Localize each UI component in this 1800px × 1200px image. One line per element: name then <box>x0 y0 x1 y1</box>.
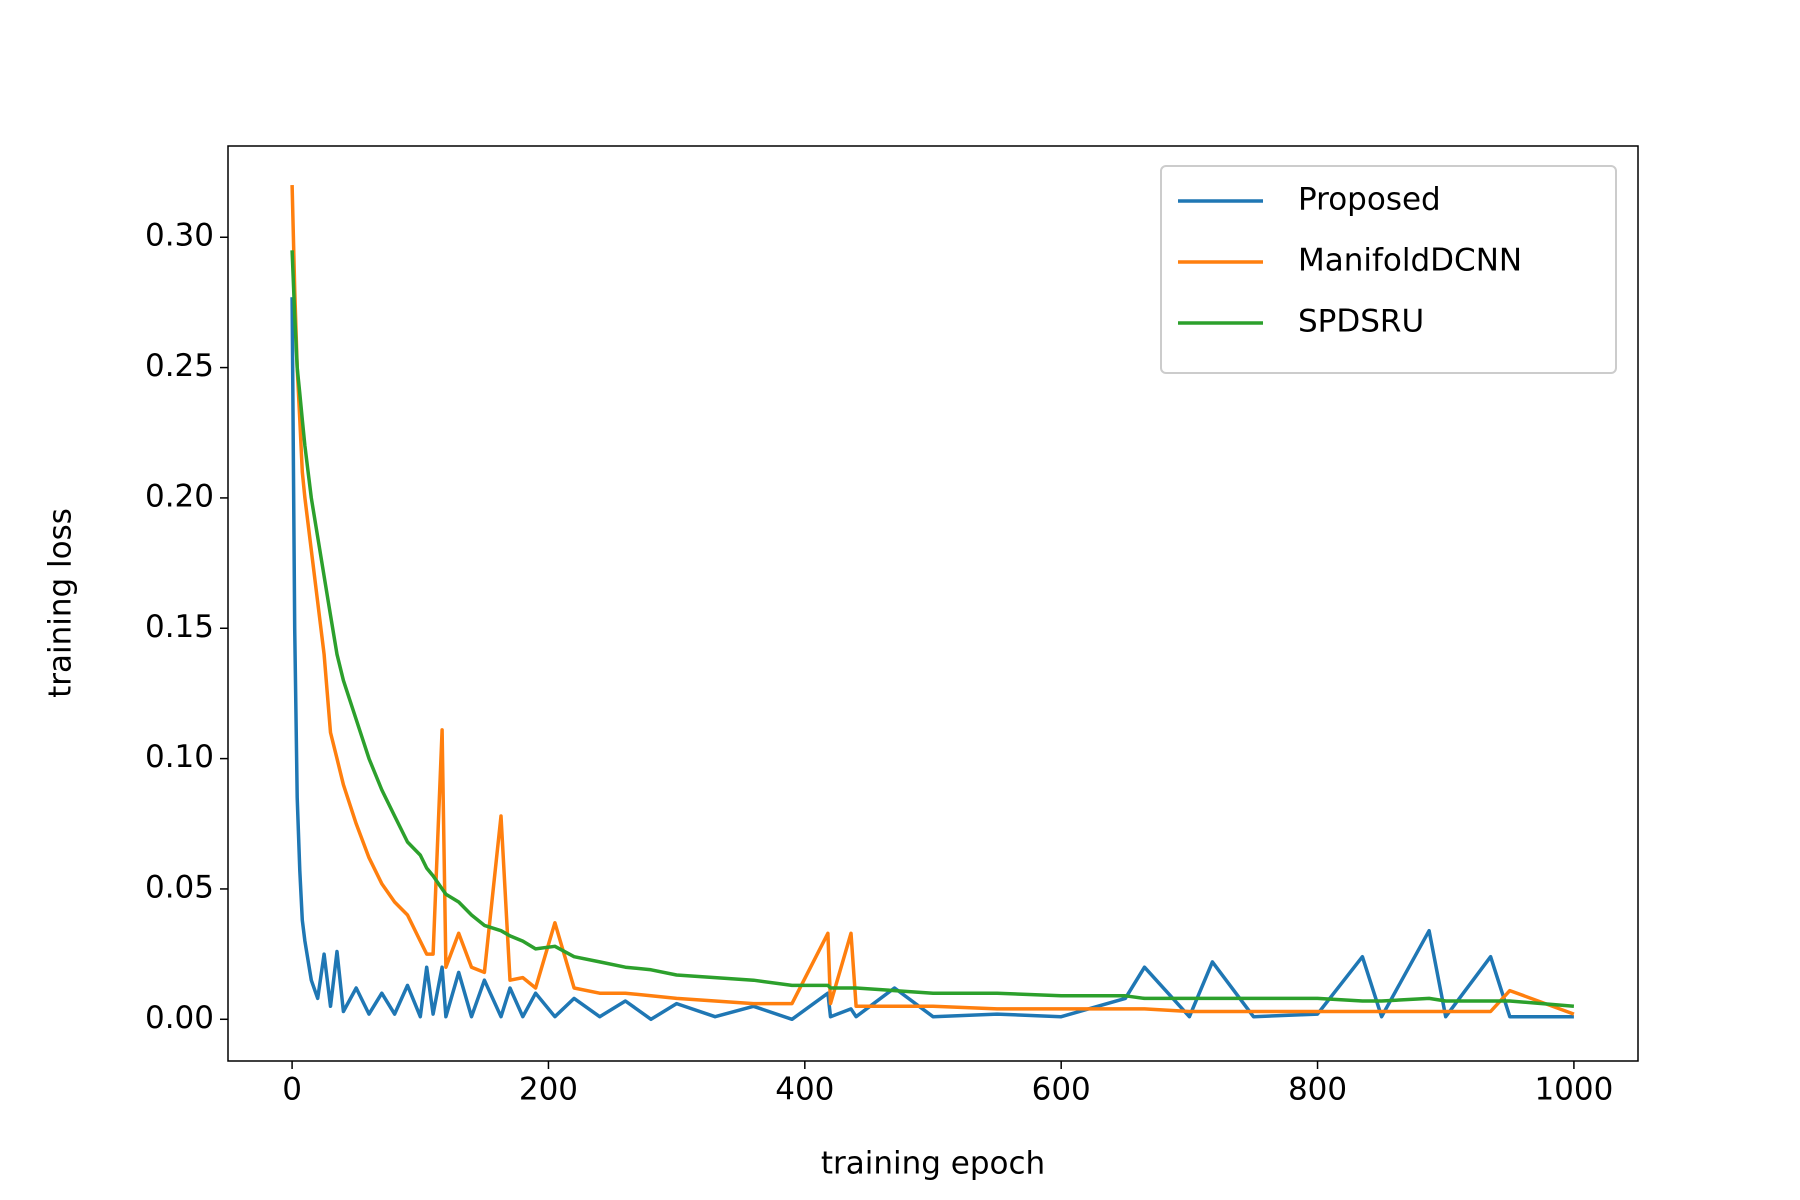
y-tick-label: 0.30 <box>145 218 214 254</box>
line-series <box>290 250 1575 1009</box>
y-axis-label: training loss <box>43 508 79 698</box>
x-tick-label: 800 <box>1288 1072 1347 1108</box>
x-tick-label: 600 <box>1032 1072 1091 1108</box>
x-axis-label: training epoch <box>821 1146 1045 1182</box>
legend-label: Proposed <box>1298 182 1441 218</box>
y-tick-label: 0.10 <box>145 739 214 775</box>
y-tick-label: 0.20 <box>145 478 214 514</box>
legend-label: SPDSRU <box>1298 304 1424 340</box>
legend-box <box>1160 165 1617 374</box>
plot-frame <box>227 145 1639 1062</box>
legend-label: ManifoldDCNN <box>1298 243 1522 279</box>
x-tick-label: 1000 <box>1534 1072 1613 1108</box>
y-tick-label: 0.15 <box>145 609 214 645</box>
line-series <box>290 297 1574 1022</box>
x-tick-label: 200 <box>519 1072 578 1108</box>
y-tick-label: 0.00 <box>145 1000 214 1036</box>
y-tick-label: 0.25 <box>145 348 214 384</box>
y-tick-label: 0.05 <box>145 869 214 905</box>
x-tick-label: 0 <box>282 1072 302 1108</box>
x-tick-label: 400 <box>775 1072 834 1108</box>
line-series <box>290 185 1575 1016</box>
